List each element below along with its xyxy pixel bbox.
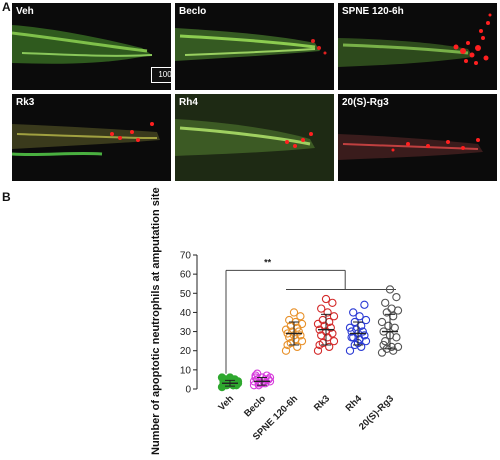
micrograph-rg3: 20(S)-Rg3 [338,94,497,181]
y-axis: 0 10 20 30 40 50 60 70 [180,251,198,396]
data-point [289,308,299,317]
data-point [321,294,331,304]
micrograph-rh4: Rh4 [175,94,334,181]
y-tick-label: 60 [180,270,192,281]
data-point [347,327,356,336]
tile-label-rg3: 20(S)-Rg3 [342,97,389,108]
micrograph-spne-image [338,13,492,67]
panel-b-letter: B [2,190,11,204]
tile-label-spne: SPNE 120-6h [342,6,404,17]
y-axis-label: Number of apoptotic neutrophils at amput… [150,187,162,455]
data-point [264,375,273,384]
data-point [296,312,305,321]
data-point [361,315,371,325]
data-point [387,304,396,313]
data-point [385,285,395,294]
data-point [293,342,302,352]
data-point [349,308,358,317]
panel-a-letter: A [2,0,11,14]
y-tick-label: 70 [180,251,192,262]
micrograph-rh4-image [175,94,334,181]
data-point [296,331,305,340]
significance-bracket: ** [225,257,396,374]
data-point [317,304,326,313]
data-point [313,346,323,355]
tile-label-rh4: Rh4 [179,97,198,108]
x-tick-label: Rh4 [344,393,365,414]
error-bars [222,313,398,387]
data-point [379,340,388,350]
y-tick-label: 40 [180,308,192,319]
data-point [377,348,387,357]
micrograph-rg3-image [338,134,483,160]
micrograph-veh: Veh 100 [12,3,171,90]
micrograph-rk3-image [12,122,160,157]
data-point [285,315,294,325]
micrograph-rk3: Rk3 [12,94,171,181]
data-point [281,346,291,355]
data-point [377,317,387,327]
y-tick-label: 20 [180,346,192,357]
data-points [217,285,403,392]
data-point [387,342,396,352]
significance-label: ** [264,257,272,267]
data-point [355,312,364,321]
micrograph-beclo: Beclo [175,3,334,90]
y-tick-label: 10 [180,365,192,376]
data-point [328,298,337,308]
y-tick-label: 0 [185,385,191,396]
data-point [323,308,332,317]
data-point [345,346,355,355]
data-point [294,327,303,336]
data-point [381,336,390,346]
micrograph-spne: SPNE 120-6h [338,3,497,90]
tile-label-beclo: Beclo [179,6,207,17]
data-point [384,321,393,330]
data-point [329,312,339,321]
data-point [381,298,390,308]
y-tick-label: 50 [180,289,192,300]
x-tick-label: 20(S)-Rg3 [357,393,396,432]
micrograph-veh-image [12,25,153,64]
data-point [382,308,391,317]
micrograph-beclo-image [175,28,327,61]
data-point [325,342,334,352]
tile-label-veh: Veh [16,6,34,17]
data-point [329,336,339,346]
data-point [392,292,401,302]
data-point [251,371,260,380]
data-point [360,300,369,309]
x-tick-label: Beclo [242,393,268,419]
y-tick-label: 30 [180,327,192,338]
x-tick-label: Veh [216,393,236,413]
tile-label-rk3: Rk3 [16,97,35,108]
x-tick-label: Rk3 [312,393,332,413]
scale-bar: 100 [151,67,171,83]
data-point [345,323,355,332]
data-point [393,342,403,352]
